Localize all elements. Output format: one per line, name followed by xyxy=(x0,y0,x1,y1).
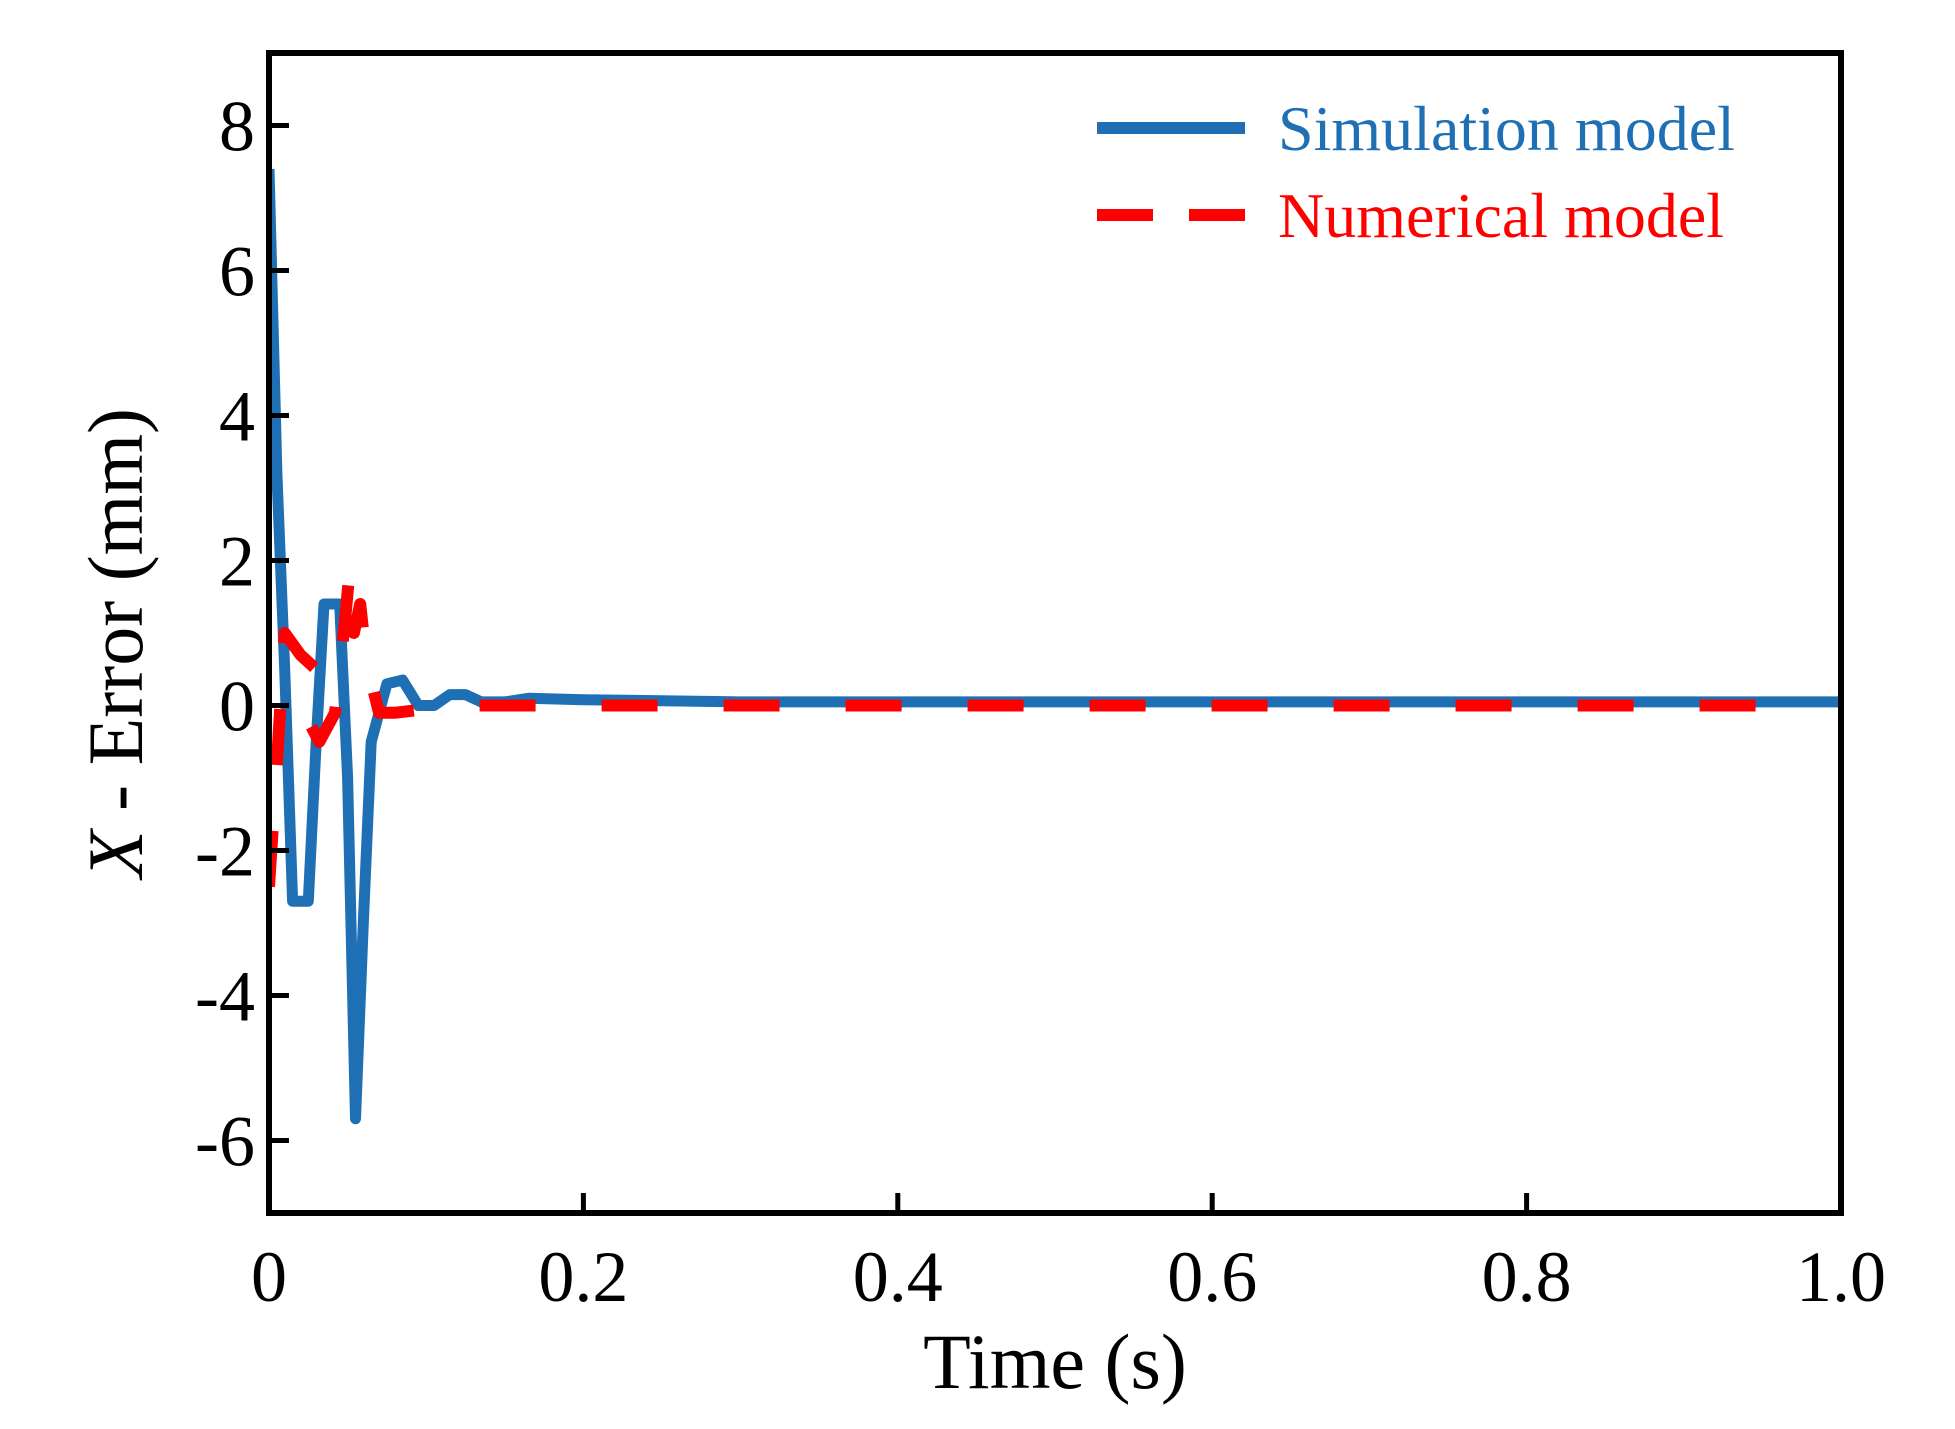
series-line-1 xyxy=(269,168,1841,1125)
y-axis-title-variable: X xyxy=(72,827,159,881)
legend: Simulation model Numerical model xyxy=(1097,93,1735,251)
y-tick-label: 2 xyxy=(219,522,255,602)
y-axis-title: X - Error (mm) xyxy=(72,408,159,881)
y-tick-label: -4 xyxy=(195,957,255,1037)
x-tick-label: 0 xyxy=(251,1237,287,1317)
y-axis-title-text: - Error (mm) xyxy=(72,408,159,830)
x-tick-label: 1.0 xyxy=(1796,1237,1886,1317)
series-layer xyxy=(269,168,1841,1125)
x-tick-label: 0.8 xyxy=(1482,1237,1572,1317)
x-tick-label: 0.4 xyxy=(853,1237,943,1317)
series-line-2 xyxy=(269,569,1794,888)
x-tick-label: 0.2 xyxy=(538,1237,628,1317)
y-tick-label: 0 xyxy=(219,667,255,747)
y-tick-label: -6 xyxy=(195,1102,255,1182)
plot-frame xyxy=(266,50,1844,1216)
x-axis-title: Time (s) xyxy=(923,1318,1187,1405)
legend-label-1: Simulation model xyxy=(1278,93,1735,164)
legend-label-2: Numerical model xyxy=(1278,180,1724,251)
y-tick-label: 8 xyxy=(219,87,255,167)
y-tick-label: 4 xyxy=(219,377,255,457)
x-tick-label: 0.6 xyxy=(1167,1237,1257,1317)
x-axis: 0 0.2 0.4 0.6 0.8 1.0 xyxy=(251,1193,1886,1317)
y-axis: 8 6 4 2 0 -2 -4 -6 xyxy=(195,87,289,1182)
y-tick-label: 6 xyxy=(219,232,255,312)
y-tick-label: -2 xyxy=(195,812,255,892)
